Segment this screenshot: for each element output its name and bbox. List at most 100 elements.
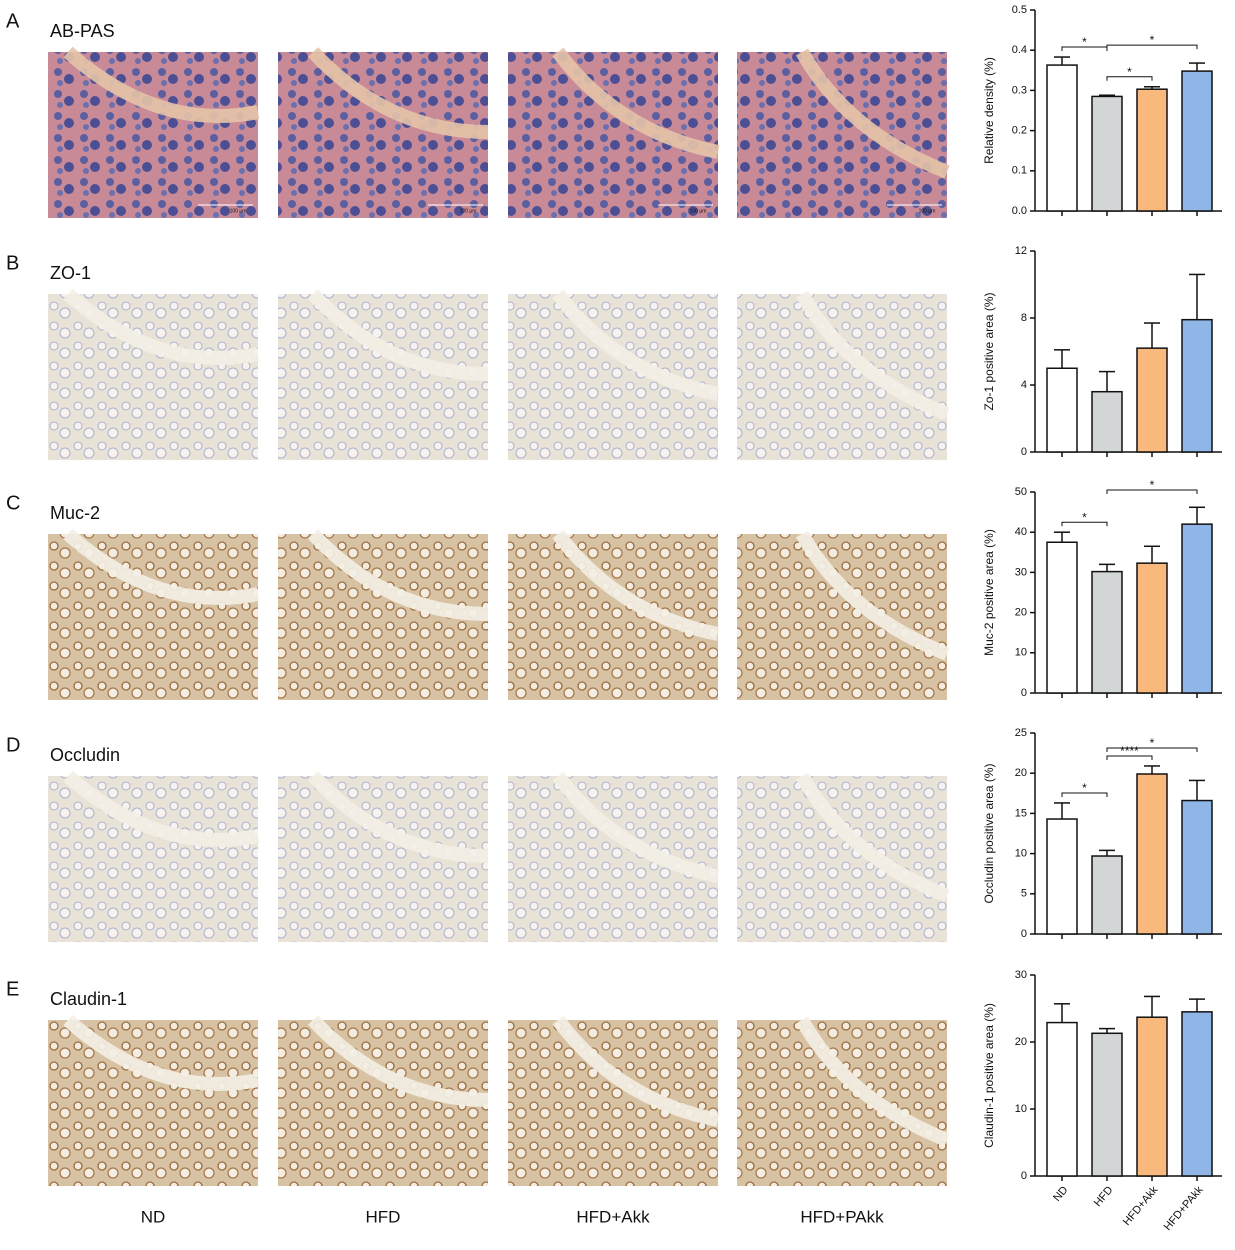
y-axis-title: Occludin positive area (%) bbox=[982, 763, 996, 903]
significance-bracket bbox=[1106, 44, 1198, 50]
y-tick-label: 5 bbox=[1021, 888, 1027, 900]
lumen bbox=[795, 1016, 950, 1147]
column-label: HFD+PAkk bbox=[800, 1207, 884, 1226]
bar bbox=[1046, 1021, 1078, 1177]
x-tick-label: HFD bbox=[1092, 1184, 1116, 1209]
panel-letter: C bbox=[6, 492, 20, 514]
micrograph bbox=[508, 776, 718, 942]
lumen bbox=[63, 46, 260, 123]
x-tick-label: HFD+PAkk bbox=[1162, 1184, 1206, 1233]
bar bbox=[1136, 562, 1168, 694]
significance-bracket bbox=[1106, 76, 1153, 81]
panel-letter: E bbox=[6, 978, 19, 1000]
lumen bbox=[307, 47, 489, 139]
y-axis-title: Claudin-1 positive area (%) bbox=[982, 1003, 996, 1148]
significance-bracket bbox=[1061, 521, 1108, 527]
bar bbox=[1136, 1016, 1168, 1177]
significance-label: * bbox=[1082, 35, 1087, 49]
y-tick-label: 20 bbox=[1015, 607, 1027, 619]
lumen bbox=[307, 771, 489, 863]
lumen bbox=[795, 530, 950, 661]
y-axis-title: Zo-1 positive area (%) bbox=[982, 292, 996, 410]
x-tick-label: HFD+Akk bbox=[1121, 1184, 1161, 1228]
lumen bbox=[63, 288, 260, 365]
y-tick-label: 30 bbox=[1015, 969, 1027, 981]
bar bbox=[1181, 799, 1213, 935]
bar bbox=[1046, 541, 1078, 694]
bar bbox=[1091, 95, 1123, 212]
lumen bbox=[552, 1015, 720, 1127]
column-label: HFD+Akk bbox=[576, 1207, 650, 1226]
scale-bar-label: 100 μm bbox=[460, 208, 477, 214]
y-tick-label: 0.4 bbox=[1012, 44, 1027, 56]
y-tick-label: 0 bbox=[1021, 1170, 1027, 1182]
micrograph bbox=[737, 294, 947, 460]
y-tick-label: 10 bbox=[1015, 1103, 1027, 1115]
y-tick-label: 0.1 bbox=[1012, 165, 1027, 177]
y-tick-label: 10 bbox=[1015, 848, 1027, 860]
lumen bbox=[795, 772, 950, 903]
significance-bracket bbox=[1106, 747, 1198, 752]
bar bbox=[1091, 855, 1123, 935]
panel-title: Claudin-1 bbox=[50, 989, 127, 1009]
y-tick-label: 20 bbox=[1015, 767, 1027, 779]
lumen bbox=[307, 289, 489, 381]
panel-title: ZO-1 bbox=[50, 263, 91, 283]
micrograph bbox=[737, 534, 947, 700]
micrograph bbox=[737, 1020, 947, 1186]
lumen bbox=[552, 47, 720, 159]
lumen bbox=[795, 48, 950, 179]
significance-label: * bbox=[1082, 781, 1087, 795]
significance-bracket bbox=[1061, 792, 1108, 797]
bar bbox=[1136, 773, 1168, 935]
significance-bracket bbox=[1106, 755, 1153, 760]
micrograph bbox=[737, 52, 947, 218]
lumen bbox=[552, 771, 720, 883]
significance-bracket bbox=[1106, 489, 1198, 494]
micrograph bbox=[508, 52, 718, 218]
bar bbox=[1181, 523, 1213, 694]
y-tick-label: 0.0 bbox=[1012, 205, 1027, 217]
panel-letter: D bbox=[6, 734, 20, 756]
significance-label: * bbox=[1082, 510, 1087, 524]
lumen bbox=[552, 529, 720, 641]
micrograph bbox=[48, 776, 258, 942]
column-label: ND bbox=[141, 1207, 166, 1226]
bar bbox=[1046, 818, 1078, 935]
bar bbox=[1181, 318, 1213, 453]
lumen bbox=[63, 528, 260, 605]
bar bbox=[1046, 64, 1078, 212]
micrograph bbox=[508, 534, 718, 700]
scale-bar-label: 100 μm bbox=[230, 208, 247, 214]
y-tick-label: 12 bbox=[1015, 245, 1027, 257]
bar bbox=[1136, 347, 1168, 453]
panel-title: Occludin bbox=[50, 745, 120, 765]
y-tick-label: 20 bbox=[1015, 1036, 1027, 1048]
bar bbox=[1091, 390, 1123, 453]
lumen bbox=[63, 1014, 260, 1091]
micrograph bbox=[48, 294, 258, 460]
y-tick-label: 40 bbox=[1015, 526, 1027, 538]
y-tick-label: 0 bbox=[1021, 928, 1027, 940]
y-tick-label: 0.5 bbox=[1012, 4, 1027, 16]
y-tick-label: 50 bbox=[1015, 486, 1027, 498]
column-label: HFD bbox=[366, 1207, 401, 1226]
y-axis-title: Muc-2 positive area (%) bbox=[982, 529, 996, 656]
significance-label: * bbox=[1150, 478, 1155, 492]
significance-label: * bbox=[1127, 65, 1132, 79]
y-tick-label: 0 bbox=[1021, 687, 1027, 699]
micrograph bbox=[508, 294, 718, 460]
bar bbox=[1181, 70, 1213, 212]
significance-label: * bbox=[1150, 33, 1155, 47]
panel-title: AB-PAS bbox=[50, 21, 115, 41]
y-axis-title: Relative density (%) bbox=[982, 57, 996, 164]
y-tick-label: 0.3 bbox=[1012, 84, 1027, 96]
y-tick-label: 8 bbox=[1021, 312, 1027, 324]
micrograph bbox=[48, 52, 258, 218]
y-tick-label: 10 bbox=[1015, 647, 1027, 659]
panel-letter: A bbox=[6, 10, 20, 32]
y-tick-label: 0 bbox=[1021, 446, 1027, 458]
bar bbox=[1046, 367, 1078, 453]
x-tick-label: ND bbox=[1051, 1184, 1070, 1204]
